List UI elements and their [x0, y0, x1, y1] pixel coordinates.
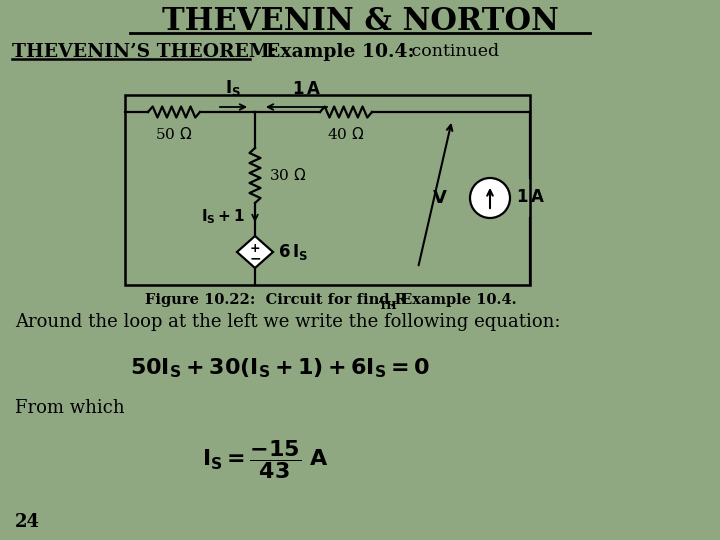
Text: From which: From which [15, 399, 125, 417]
Text: Around the loop at the left we write the following equation:: Around the loop at the left we write the… [15, 313, 560, 331]
Text: $\mathbf{50I_S + 30(I_S + 1) + 6I_S = 0}$: $\mathbf{50I_S + 30(I_S + 1) + 6I_S = 0}… [130, 356, 430, 380]
Text: 30 $\Omega$: 30 $\Omega$ [269, 167, 307, 184]
Text: Figure 10.22:  Circuit for find R: Figure 10.22: Circuit for find R [145, 293, 407, 307]
Text: , Example 10.4.: , Example 10.4. [391, 293, 517, 307]
Text: $\mathbf{I_S}$: $\mathbf{I_S}$ [225, 78, 241, 98]
Text: 50 $\Omega$: 50 $\Omega$ [156, 126, 193, 142]
Text: +: + [250, 241, 261, 254]
Text: $\mathbf{I_S = \dfrac{-15}{43}\ A}$: $\mathbf{I_S = \dfrac{-15}{43}\ A}$ [202, 438, 328, 482]
Text: $\mathbf{I_S+1}$: $\mathbf{I_S+1}$ [201, 208, 245, 226]
Text: $\mathbf{1\,A}$: $\mathbf{1\,A}$ [516, 190, 545, 206]
Text: $\mathbf{V}$: $\mathbf{V}$ [432, 189, 448, 207]
Polygon shape [237, 236, 273, 268]
Bar [125, 95, 530, 285]
Text: 40 $\Omega$: 40 $\Omega$ [328, 126, 365, 142]
Text: Example 10.4:: Example 10.4: [253, 43, 415, 61]
Circle shape [470, 178, 510, 218]
Text: −: − [249, 251, 261, 265]
Text: continued: continued [406, 44, 499, 60]
Text: 24: 24 [15, 513, 40, 531]
Text: TH: TH [379, 300, 397, 311]
Text: THEVENIN & NORTON: THEVENIN & NORTON [161, 6, 559, 37]
Text: $\mathbf{6\,I_S}$: $\mathbf{6\,I_S}$ [278, 242, 308, 262]
Text: $\mathbf{1\,A}$: $\mathbf{1\,A}$ [292, 81, 322, 98]
Text: THEVENIN’S THEOREM:: THEVENIN’S THEOREM: [12, 43, 276, 61]
